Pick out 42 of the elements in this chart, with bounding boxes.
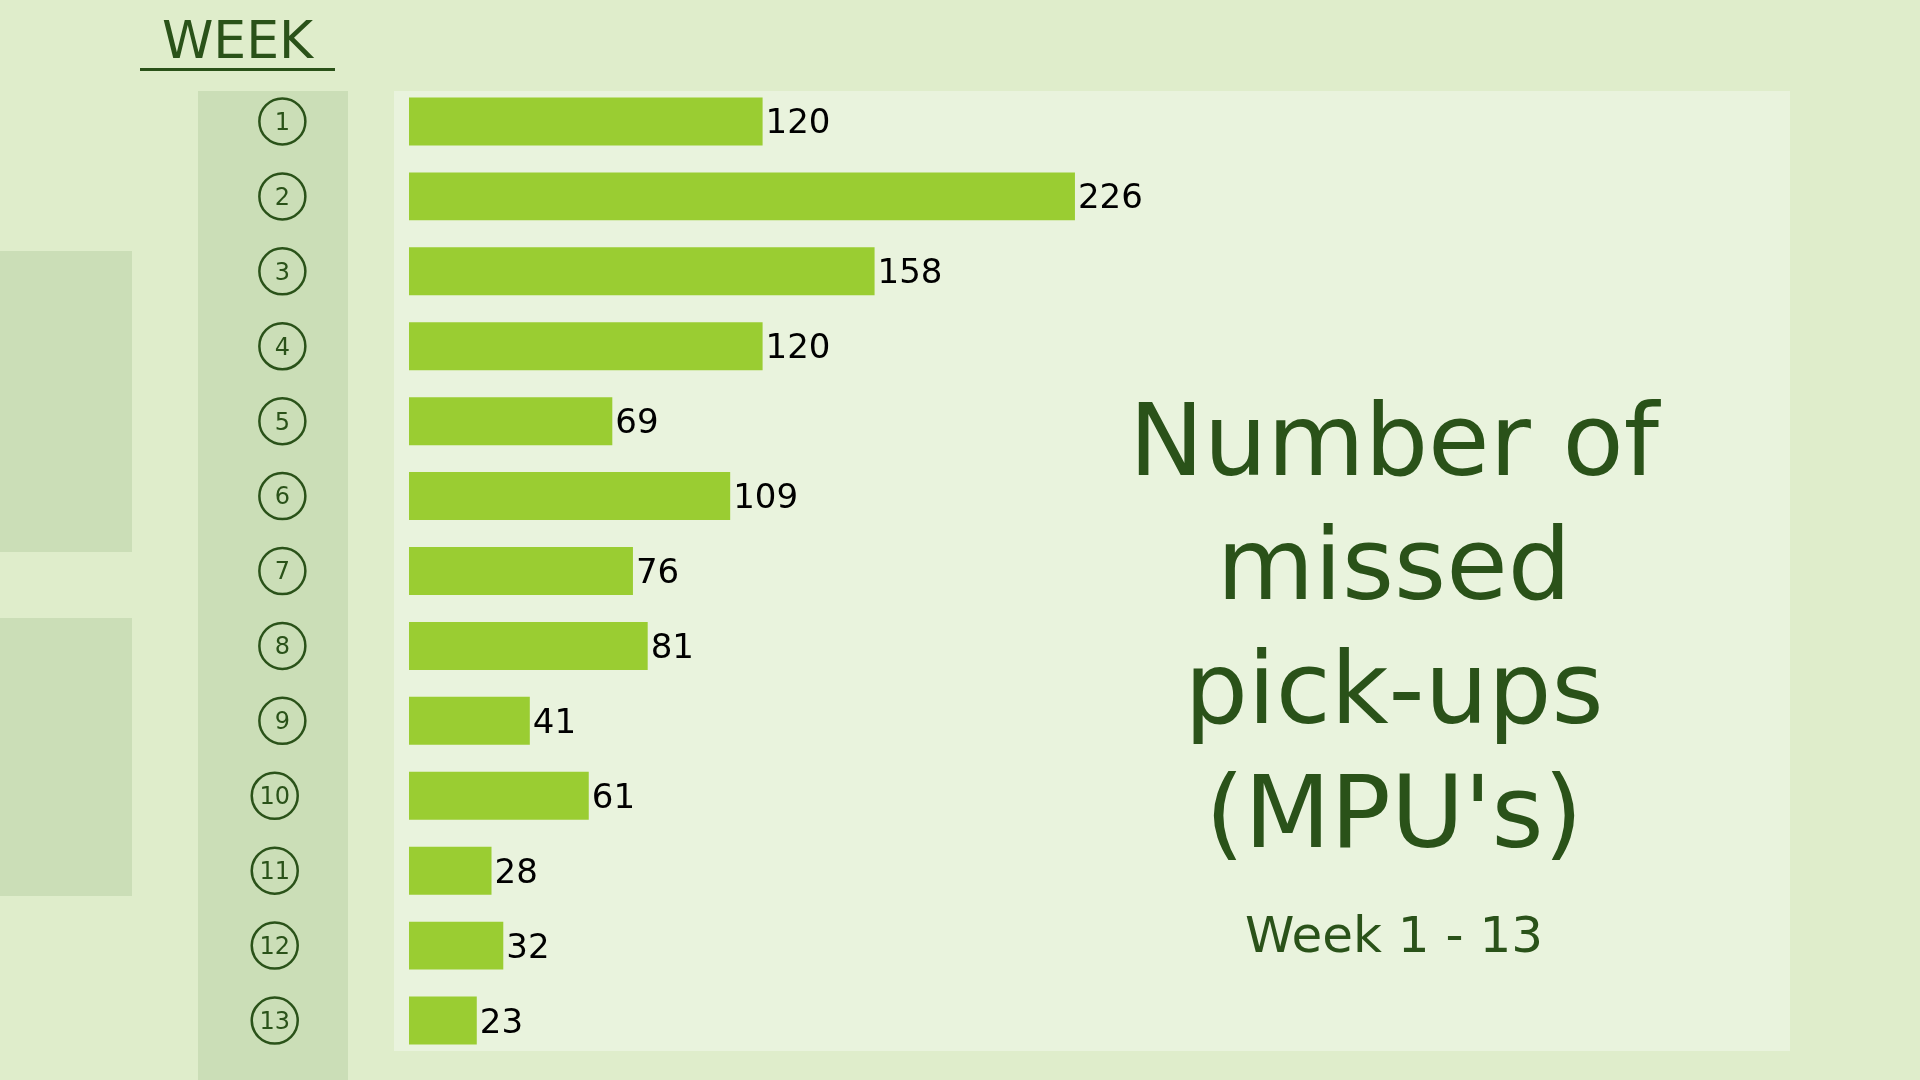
y-tick-label: 7 <box>274 557 290 586</box>
y-tick-label: 6 <box>274 482 290 511</box>
bar <box>409 547 633 595</box>
data-label: 41 <box>532 700 577 741</box>
bar <box>409 172 1075 221</box>
y-tick-label: 2 <box>274 182 290 211</box>
bar <box>409 97 763 146</box>
text: Number of missed pick-ups (MPU's) <box>1128 381 1662 873</box>
bar <box>409 771 589 820</box>
data-label: 158 <box>877 251 943 292</box>
bar <box>409 996 477 1045</box>
bar <box>409 621 648 670</box>
bar <box>409 846 492 895</box>
bar <box>409 322 763 371</box>
data-label: 120 <box>765 326 831 367</box>
bar <box>409 921 504 970</box>
data-label: 61 <box>591 775 636 816</box>
data-label: 32 <box>506 925 550 966</box>
bar <box>409 472 731 521</box>
data-label: 23 <box>479 1000 524 1041</box>
y-tick-label: 11 <box>259 857 290 886</box>
y-axis-title: WEEK <box>140 10 335 71</box>
data-label: 28 <box>494 850 538 891</box>
data-label: 109 <box>733 476 799 517</box>
data-label: 69 <box>615 401 659 442</box>
y-tick-label: 1 <box>274 107 290 136</box>
y-tick-label: 13 <box>259 1006 290 1035</box>
bar <box>409 397 613 446</box>
data-label: 226 <box>1077 176 1143 217</box>
y-tick-label: 10 <box>259 782 290 811</box>
y-tick-label: 8 <box>274 632 290 661</box>
data-label: 81 <box>650 625 694 666</box>
data-label: 120 <box>765 101 831 142</box>
y-tick-label: 9 <box>274 707 290 736</box>
bar <box>409 247 875 296</box>
y-tick-label: 5 <box>274 407 290 436</box>
bar <box>409 696 530 745</box>
y-tick-label: 12 <box>259 932 290 961</box>
y-tick-label: 3 <box>274 257 290 286</box>
y-tick-label: 4 <box>274 332 290 361</box>
text: Week 1 - 13 <box>1243 906 1545 964</box>
data-label: 76 <box>635 551 680 591</box>
